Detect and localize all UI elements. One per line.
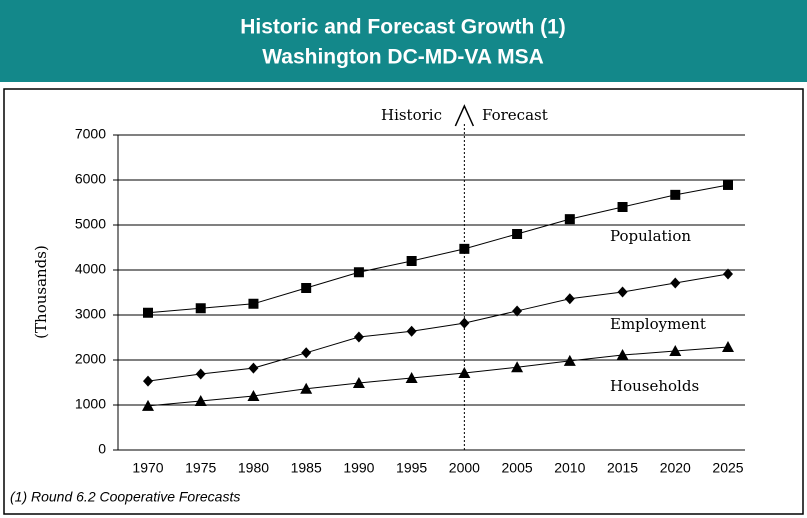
marker-square bbox=[512, 229, 523, 239]
x-tick-label: 1970 bbox=[132, 460, 163, 476]
y-tick-label: 7000 bbox=[75, 126, 106, 142]
chart-title: Historic and Forecast Growth (1) bbox=[240, 16, 566, 39]
marker-diamond bbox=[723, 268, 733, 280]
marker-square bbox=[248, 298, 259, 309]
series-label: Population bbox=[610, 227, 691, 245]
x-tick-label: 2020 bbox=[660, 460, 691, 476]
marker-triangle bbox=[722, 340, 734, 352]
series-label: Households bbox=[610, 377, 699, 395]
x-tick-label: 2015 bbox=[607, 460, 638, 476]
marker-square bbox=[564, 214, 575, 225]
series-line bbox=[147, 346, 729, 407]
marker-square bbox=[670, 189, 681, 200]
marker-diamond bbox=[670, 277, 681, 289]
y-tick-label: 0 bbox=[98, 441, 106, 457]
marker-triangle bbox=[247, 390, 260, 401]
x-tick-label: 2000 bbox=[449, 460, 480, 476]
y-tick-label: 4000 bbox=[75, 261, 106, 277]
marker-diamond bbox=[512, 305, 523, 317]
marker-diamond bbox=[406, 325, 417, 337]
marker-diamond bbox=[143, 375, 153, 387]
marker-diamond bbox=[459, 317, 470, 329]
marker-diamond bbox=[248, 362, 259, 374]
marker-square bbox=[195, 303, 206, 314]
divider-caret bbox=[454, 104, 475, 127]
x-tick-label: 2005 bbox=[502, 460, 533, 476]
y-tick-label: 6000 bbox=[75, 171, 106, 187]
marker-diamond bbox=[564, 293, 575, 305]
marker-triangle bbox=[194, 394, 207, 406]
series-line bbox=[147, 184, 729, 314]
marker-square bbox=[459, 243, 470, 254]
marker-square bbox=[617, 202, 628, 212]
marker-diamond bbox=[617, 286, 628, 298]
annotation-historic: Historic bbox=[381, 106, 442, 124]
x-tick-label: 1985 bbox=[291, 460, 322, 476]
x-tick-label: 1995 bbox=[396, 460, 427, 476]
series-line bbox=[147, 273, 729, 382]
x-tick-label: 2025 bbox=[712, 460, 743, 476]
marker-triangle bbox=[458, 367, 471, 379]
footnote: (1) Round 6.2 Cooperative Forecasts bbox=[10, 489, 240, 505]
marker-triangle bbox=[300, 382, 313, 394]
marker-triangle bbox=[563, 354, 576, 366]
marker-triangle bbox=[511, 361, 524, 373]
marker-square bbox=[301, 283, 312, 293]
marker-square bbox=[143, 307, 153, 318]
x-tick-label: 1980 bbox=[238, 460, 269, 476]
x-tick-label: 2010 bbox=[554, 460, 585, 476]
marker-diamond bbox=[195, 368, 206, 380]
series-label: Employment bbox=[610, 315, 706, 333]
x-tick-label: 1990 bbox=[343, 460, 374, 476]
marker-triangle bbox=[352, 376, 365, 388]
marker-triangle bbox=[669, 345, 682, 356]
x-tick-label: 1975 bbox=[185, 460, 216, 476]
marker-square bbox=[353, 267, 364, 278]
header-banner bbox=[0, 0, 807, 82]
y-tick-label: 1000 bbox=[75, 396, 106, 412]
marker-triangle bbox=[142, 399, 154, 411]
annotation-forecast: Forecast bbox=[482, 106, 548, 124]
y-tick-label: 5000 bbox=[75, 216, 106, 232]
chart-subtitle: Washington DC-MD-VA MSA bbox=[262, 46, 544, 69]
marker-diamond bbox=[353, 331, 364, 343]
marker-triangle bbox=[405, 372, 418, 383]
marker-triangle bbox=[616, 349, 629, 361]
marker-square bbox=[406, 256, 417, 266]
frame bbox=[3, 88, 804, 515]
y-tick-label: 3000 bbox=[75, 306, 106, 322]
y-axis-label: (Thousands) bbox=[32, 245, 50, 339]
marker-square bbox=[723, 179, 733, 190]
y-tick-label: 2000 bbox=[75, 351, 106, 367]
marker-diamond bbox=[301, 347, 312, 359]
